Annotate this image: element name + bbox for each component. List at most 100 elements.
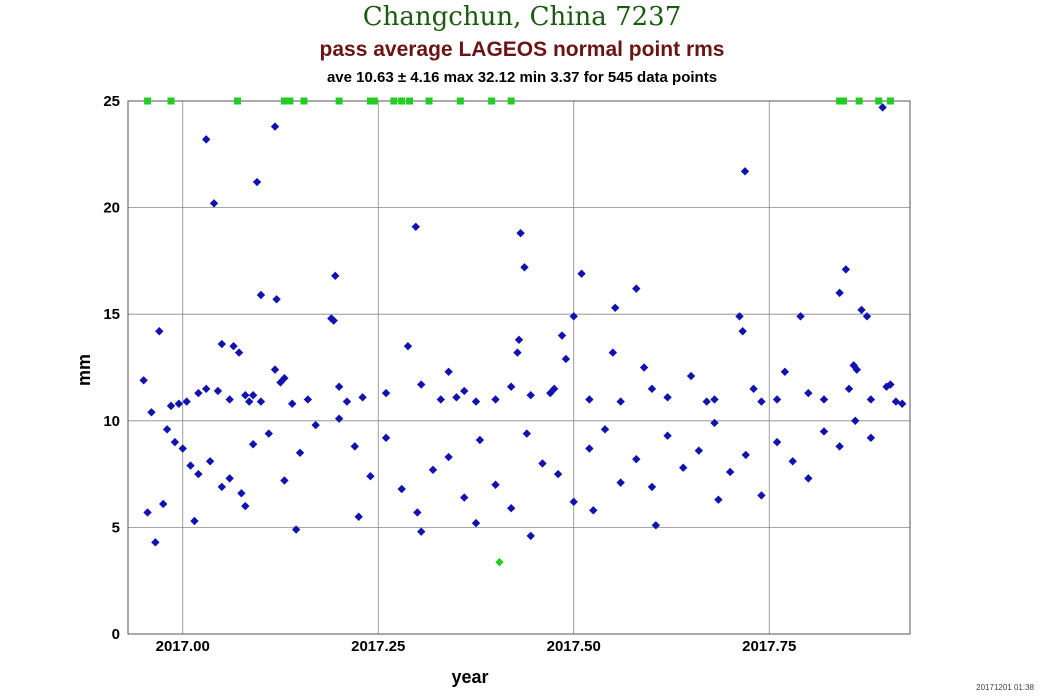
data-point — [403, 341, 413, 351]
data-point — [248, 440, 258, 449]
data-point — [381, 433, 391, 443]
data-point — [248, 391, 258, 400]
offscale-point — [167, 97, 175, 105]
data-point — [608, 348, 618, 357]
data-point — [663, 431, 672, 440]
data-point — [663, 393, 672, 402]
data-point — [264, 429, 273, 438]
y-tick-label: 5 — [112, 519, 120, 536]
data-point — [225, 474, 234, 483]
data-point — [155, 327, 164, 336]
data-point — [549, 384, 559, 394]
data-point — [270, 365, 280, 374]
timestamp: 20171201 01:38 — [976, 683, 1034, 692]
y-tick-label: 25 — [103, 93, 120, 110]
data-point — [780, 367, 790, 376]
data-point — [857, 305, 866, 315]
data-point — [174, 399, 184, 408]
data-point — [694, 446, 704, 455]
data-point — [295, 448, 305, 457]
data-point — [444, 367, 453, 376]
data-point — [686, 371, 696, 381]
data-point — [182, 397, 191, 406]
data-point — [475, 435, 485, 445]
data-point — [651, 521, 661, 530]
data-point — [452, 393, 461, 402]
x-tick-label: 2017.25 — [351, 638, 405, 655]
grid — [128, 100, 910, 635]
data-point — [506, 504, 516, 513]
data-point — [358, 393, 367, 402]
data-point — [882, 382, 891, 391]
data-point — [158, 499, 168, 509]
data-point — [202, 384, 211, 394]
data-point — [553, 469, 563, 479]
data-point — [162, 425, 172, 434]
data-point — [804, 474, 813, 483]
data-point — [513, 348, 522, 357]
data-point — [632, 284, 641, 293]
data-point — [428, 465, 438, 475]
data-point — [495, 557, 504, 567]
data-point — [291, 525, 301, 534]
data-point — [538, 459, 547, 468]
data-point — [741, 450, 750, 460]
data-point — [866, 433, 876, 443]
data-point — [804, 388, 813, 398]
data-point — [491, 480, 500, 489]
data-point — [772, 437, 782, 447]
x-tick-label: 2017.75 — [742, 638, 796, 655]
data-point — [397, 484, 406, 494]
x-tick-label: 2017.50 — [547, 638, 601, 655]
chart-title: Changchun, China 7237 — [362, 2, 682, 32]
data-point — [616, 397, 625, 406]
data-point — [147, 408, 156, 417]
offscale-point — [507, 97, 515, 105]
offscale-point — [855, 97, 863, 105]
offscale-point — [836, 97, 844, 105]
data-point — [209, 199, 219, 208]
data-point — [632, 454, 641, 464]
data-point — [303, 395, 313, 404]
data-point — [166, 401, 176, 411]
data-point — [491, 395, 500, 404]
data-point — [186, 461, 195, 470]
data-point — [849, 361, 858, 370]
data-point — [702, 397, 711, 406]
data-point — [280, 373, 289, 383]
data-point — [679, 463, 688, 472]
data-point — [557, 331, 567, 340]
data-point — [311, 420, 320, 430]
data-point — [520, 263, 529, 272]
data-point — [616, 478, 625, 487]
x-tick-label: 2017.00 — [156, 638, 210, 655]
offscale-point — [875, 97, 883, 105]
data-point — [381, 388, 391, 398]
data-point — [819, 395, 829, 404]
data-point — [417, 527, 426, 536]
data-point — [252, 177, 262, 187]
y-tick-label: 0 — [112, 626, 120, 643]
data-point — [878, 103, 887, 112]
x-axis-title: year — [451, 667, 488, 687]
data-point — [841, 265, 851, 274]
offscale-point — [406, 97, 414, 105]
data-points — [139, 97, 907, 567]
data-point — [256, 290, 266, 300]
offscale-point — [456, 97, 464, 105]
data-point — [413, 508, 422, 517]
offscale-point — [488, 97, 496, 105]
data-point — [757, 491, 766, 500]
data-point — [354, 512, 363, 521]
data-point — [589, 506, 598, 515]
data-point — [749, 384, 758, 394]
data-point — [229, 341, 238, 351]
data-point — [471, 397, 481, 406]
data-point — [411, 222, 420, 231]
offscale-point — [370, 97, 378, 105]
data-point — [526, 531, 535, 541]
data-point — [561, 354, 571, 364]
data-point — [151, 538, 160, 547]
data-point — [245, 397, 254, 406]
